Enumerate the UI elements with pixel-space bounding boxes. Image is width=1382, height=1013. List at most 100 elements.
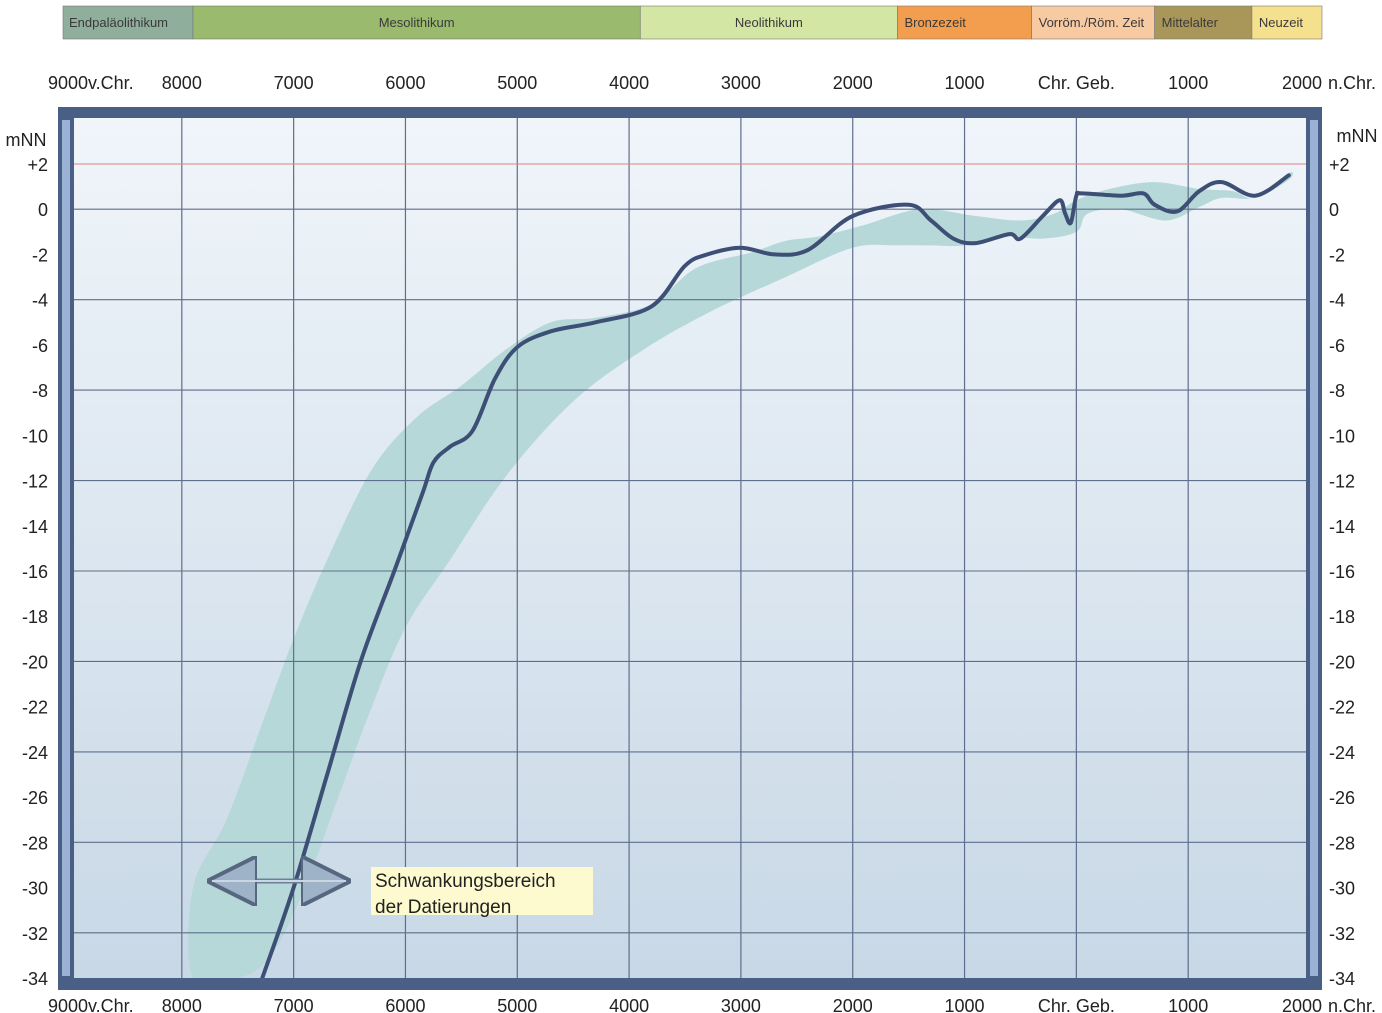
y-tick-right: -26 [1329,788,1355,808]
x-tick-label: 7000 [274,73,314,93]
y-tick-right: -8 [1329,381,1345,401]
x-tick-label: 2000 [1282,73,1322,93]
x-tick-label: 1000 [1168,996,1208,1013]
era-segment-3 [897,5,1032,40]
y-tick-left: -32 [22,924,48,944]
x-axis-top-labels: 9000 8000 7000 6000 5000 4000 3000 2000 1000 Chr.… [48,73,1376,93]
era-label-6: Neuzeit [1259,15,1303,30]
x-tick-label: 4000 [609,996,649,1013]
era-label-1: Mesolithikum [379,15,455,30]
y-tick-right: -2 [1329,245,1345,265]
y-tick-right: 0 [1329,200,1339,220]
y-unit-left: mNN [6,130,47,150]
era-bar: Endpaläolithikum Mesolithikum Neolithikum B… [62,5,1323,40]
x-unit-bc: v.Chr. [88,73,134,93]
x-tick-label: 1000 [945,996,985,1013]
x-tick-label: 9000 [48,73,88,93]
grid [74,118,1306,978]
y-tick-left: -16 [22,562,48,582]
x-tick-label: 5000 [497,73,537,93]
y-tick-right: -6 [1329,336,1345,356]
y-tick-left: -30 [22,879,48,899]
x-unit-ad: n.Chr. [1328,996,1376,1013]
y-tick-left: 0 [38,200,48,220]
era-label-5: Mittelalter [1162,15,1219,30]
y-tick-right: -22 [1329,698,1355,718]
y-tick-right: -34 [1329,969,1355,989]
y-tick-right: -4 [1329,291,1345,311]
x-tick-label: 1000 [1168,73,1208,93]
era-label-2: Neolithikum [735,15,803,30]
y-axis-right-labels: +2 0 -2 -4 -6 -8 -10 -12 -14 -16 -18 -20 -22 -24 -26 -2… [1329,155,1355,989]
x-unit-bc: v.Chr. [88,996,134,1013]
frame-bottom [58,978,1322,990]
era-label-4: Vorröm./Röm. Zeit [1039,15,1145,30]
annotation-line2: der Datierungen [375,897,511,918]
x-tick-label: 2000 [833,73,873,93]
x-tick-label: 6000 [385,996,425,1013]
era-segment-1 [192,5,641,40]
x-tick-label: 4000 [609,73,649,93]
y-tick-left: -18 [22,607,48,627]
x-tick-label: Chr. Geb. [1038,73,1115,93]
era-segment-6 [1251,5,1323,40]
x-unit-ad: n.Chr. [1328,73,1376,93]
y-tick-left: -20 [22,652,48,672]
x-tick-label: 3000 [721,996,761,1013]
plot-frame [58,107,1322,990]
y-tick-right: -12 [1329,472,1355,492]
y-tick-left: -2 [32,245,48,265]
x-tick-label: Chr. Geb. [1038,996,1115,1013]
y-tick-left: -34 [22,969,48,989]
y-tick-right: -30 [1329,879,1355,899]
x-tick-label: 5000 [497,996,537,1013]
annotation-box [371,867,593,915]
y-tick-right: +2 [1329,155,1350,175]
y-tick-right: -18 [1329,607,1355,627]
y-tick-right: -32 [1329,924,1355,944]
x-tick-label: 6000 [385,73,425,93]
dating-range-annotation: Schwankungsbereich der Datierungen [212,867,593,918]
y-tick-left: -28 [22,833,48,853]
y-tick-left: -12 [22,472,48,492]
y-tick-left: -6 [32,336,48,356]
frame-left-inner [62,120,70,976]
frame-right-inner [1310,120,1318,976]
era-segment-4 [1031,5,1155,40]
era-segment-5 [1154,5,1253,40]
y-tick-right: -10 [1329,426,1355,446]
y-tick-right: -28 [1329,833,1355,853]
y-tick-left: -4 [32,291,48,311]
y-axis-left-labels: +2 0 -2 -4 -6 -8 -10 -12 -14 -16 -18 -20 -22 -24 -26 -2… [22,155,48,989]
era-segment-2 [639,5,898,40]
annotation-line1: Schwankungsbereich [375,871,556,892]
y-tick-left: -24 [22,743,48,763]
sea-level-line [260,173,1291,978]
y-tick-left: -8 [32,381,48,401]
y-tick-left: -10 [22,426,48,446]
x-tick-label: 2000 [1282,996,1322,1013]
x-tick-label: 8000 [162,996,202,1013]
x-tick-label: 9000 [48,996,88,1013]
y-tick-right: -20 [1329,652,1355,672]
y-tick-right: -16 [1329,562,1355,582]
era-label-3: Bronzezeit [904,15,966,30]
era-label-0: Endpaläolithikum [69,15,168,30]
y-tick-right: -24 [1329,743,1355,763]
sea-level-curve [260,173,1291,978]
y-tick-right: -14 [1329,517,1355,537]
x-tick-label: 3000 [721,73,761,93]
x-axis-bottom-labels: 9000 8000 7000 6000 5000 4000 3000 2000 1000 Chr.… [48,996,1376,1013]
x-tick-label: 8000 [162,73,202,93]
y-tick-left: -14 [22,517,48,537]
y-unit-right: mNN [1337,126,1378,146]
x-tick-label: 7000 [274,996,314,1013]
era-segment-0 [62,5,194,40]
x-tick-label: 2000 [833,996,873,1013]
y-tick-left: +2 [27,155,48,175]
x-tick-label: 1000 [945,73,985,93]
y-tick-left: -22 [22,698,48,718]
y-tick-left: -26 [22,788,48,808]
frame-top [58,107,1322,118]
